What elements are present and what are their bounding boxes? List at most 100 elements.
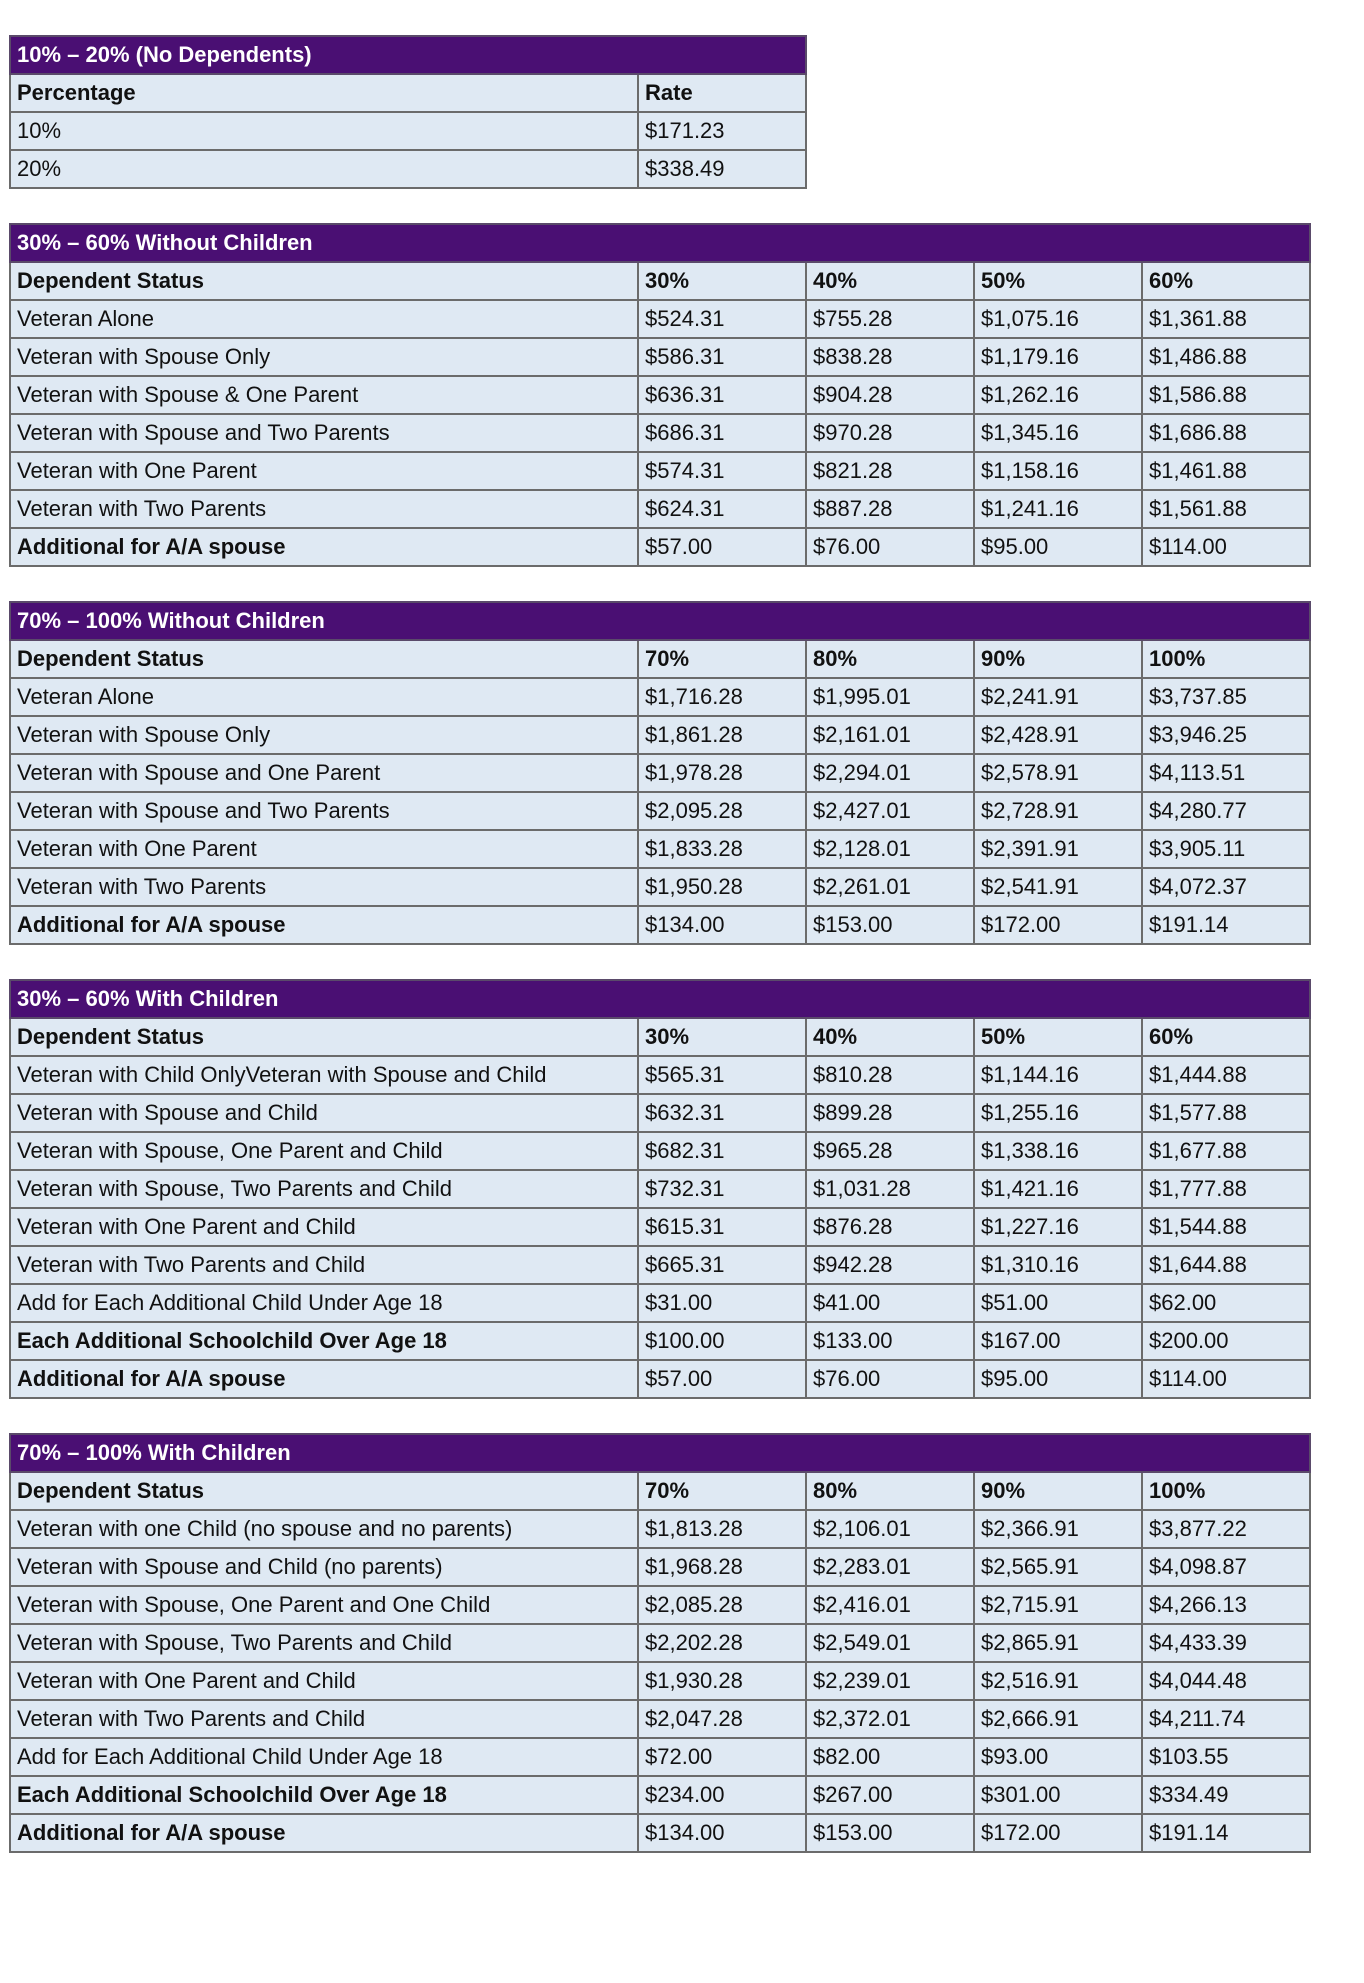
rate-cell: $1,677.88 (1141, 1131, 1311, 1171)
rate-cell: $942.28 (805, 1245, 975, 1285)
rate-cell: $2,047.28 (637, 1699, 807, 1739)
column-header: Percentage (9, 73, 639, 113)
table-title-row: 30% – 60% With Children (9, 979, 1311, 1019)
table-row: Add for Each Additional Child Under Age … (9, 1283, 1311, 1323)
column-header: Dependent Status (9, 639, 639, 679)
rate-cell: $1,978.28 (637, 753, 807, 793)
rate-cell: $191.14 (1141, 905, 1311, 945)
table-row: Veteran with Spouse and Two Parents $2,09… (9, 791, 1311, 831)
table-row: Add for Each Additional Child Under Age … (9, 1737, 1311, 1777)
table-title-row: 70% – 100% With Children (9, 1433, 1311, 1473)
rate-cell: $876.28 (805, 1207, 975, 1247)
rate-cell: $1,716.28 (637, 677, 807, 717)
rate-cell: $524.31 (637, 299, 807, 339)
row-label: Veteran with Spouse and Child (9, 1093, 639, 1133)
rate-cell: $1,144.16 (973, 1055, 1143, 1095)
rate-cell: $2,428.91 (973, 715, 1143, 755)
rate-cell: $1,158.16 (973, 451, 1143, 491)
table-row: Veteran with Two Parents $624.31 $887.28 $1… (9, 489, 1311, 529)
rate-cell: $755.28 (805, 299, 975, 339)
rate-cell: $95.00 (973, 1359, 1143, 1399)
rate-cell: $4,072.37 (1141, 867, 1311, 907)
rate-cell: $31.00 (637, 1283, 807, 1323)
rate-cell: $887.28 (805, 489, 975, 529)
column-header: 80% (805, 1471, 975, 1511)
rate-cell: $1,075.16 (973, 299, 1143, 339)
row-label: Veteran with Two Parents and Child (9, 1245, 639, 1285)
table-header-row: Dependent Status 30% 40% 50% 60% (9, 1017, 1311, 1057)
rate-cell: $1,421.16 (973, 1169, 1143, 1209)
rate-cell: $3,905.11 (1141, 829, 1311, 869)
rate-cell: $1,968.28 (637, 1547, 807, 1587)
rate-cell: $821.28 (805, 451, 975, 491)
row-label: 20% (9, 149, 639, 189)
row-label: Veteran with One Parent and Child (9, 1661, 639, 1701)
rate-table: 30% – 60% With Children Dependent Status 3… (9, 979, 1311, 1399)
rate-tables: 10% – 20% (No Dependents) Percentage Rate 1… (9, 35, 1311, 1887)
rate-cell: $574.31 (637, 451, 807, 491)
rate-cell: $1,444.88 (1141, 1055, 1311, 1095)
rate-table: 70% – 100% With Children Dependent Status… (9, 1433, 1311, 1853)
rate-cell: $76.00 (805, 527, 975, 567)
row-label: Veteran with One Parent (9, 829, 639, 869)
table-row: Veteran with Spouse, One Parent and One … (9, 1585, 1311, 1625)
rate-cell: $2,294.01 (805, 753, 975, 793)
table-row: Additional for A/A spouse $134.00 $153.00 $… (9, 905, 1311, 945)
row-label: Veteran Alone (9, 299, 639, 339)
column-header: 100% (1141, 639, 1311, 679)
rate-cell: $301.00 (973, 1775, 1143, 1815)
rate-cell: $114.00 (1141, 527, 1311, 567)
table-row: Veteran with Spouse & One Parent $636.31 $… (9, 375, 1311, 415)
rate-cell: $2,565.91 (973, 1547, 1143, 1587)
rate-cell: $51.00 (973, 1283, 1143, 1323)
rate-cell: $1,461.88 (1141, 451, 1311, 491)
rate-cell: $76.00 (805, 1359, 975, 1399)
table-row: Veteran with Spouse and One Parent $1,978… (9, 753, 1311, 793)
rate-cell: $338.49 (637, 149, 807, 189)
rate-cell: $1,544.88 (1141, 1207, 1311, 1247)
table-title-row: 70% – 100% Without Children (9, 601, 1311, 641)
rate-cell: $1,241.16 (973, 489, 1143, 529)
row-label: Veteran with one Child (no spouse and no… (9, 1509, 639, 1549)
table-row: Veteran with One Parent $574.31 $821.28 $1,… (9, 451, 1311, 491)
rate-cell: $3,737.85 (1141, 677, 1311, 717)
rate-cell: $1,813.28 (637, 1509, 807, 1549)
rate-cell: $2,715.91 (973, 1585, 1143, 1625)
row-label: Veteran with Spouse and Child (no parent… (9, 1547, 639, 1587)
column-header: 90% (973, 1471, 1143, 1511)
rate-cell: $93.00 (973, 1737, 1143, 1777)
rate-cell: $2,128.01 (805, 829, 975, 869)
rate-cell: $2,541.91 (973, 867, 1143, 907)
table-row: Veteran with Spouse Only $1,861.28 $2,161.… (9, 715, 1311, 755)
row-label: Additional for A/A spouse (9, 1813, 639, 1853)
table-row: Additional for A/A spouse $57.00 $76.00 $95… (9, 527, 1311, 567)
rate-cell: $665.31 (637, 1245, 807, 1285)
rate-cell: $134.00 (637, 1813, 807, 1853)
rate-cell: $334.49 (1141, 1775, 1311, 1815)
row-label: Veteran with Spouse, One Parent and Chil… (9, 1131, 639, 1171)
row-label: Veteran with Two Parents (9, 867, 639, 907)
column-header: Rate (637, 73, 807, 113)
rate-cell: $1,179.16 (973, 337, 1143, 377)
rate-cell: $267.00 (805, 1775, 975, 1815)
row-label: Veteran with Spouse and One Parent (9, 753, 639, 793)
rate-cell: $636.31 (637, 375, 807, 415)
rate-table: 70% – 100% Without Children Dependent Sta… (9, 601, 1311, 945)
table-row: Veteran with Spouse, Two Parents and Chi… (9, 1169, 1311, 1209)
rate-cell: $2,666.91 (973, 1699, 1143, 1739)
rate-cell: $1,995.01 (805, 677, 975, 717)
row-label: Veteran Alone (9, 677, 639, 717)
rate-cell: $100.00 (637, 1321, 807, 1361)
row-label: Veteran with Two Parents (9, 489, 639, 529)
rate-cell: $1,950.28 (637, 867, 807, 907)
rate-cell: $2,261.01 (805, 867, 975, 907)
column-header: 40% (805, 1017, 975, 1057)
rate-cell: $2,085.28 (637, 1585, 807, 1625)
rate-cell: $970.28 (805, 413, 975, 453)
row-label: Veteran with Spouse, One Parent and One … (9, 1585, 639, 1625)
table-row: Veteran with Spouse, One Parent and Chil… (9, 1131, 1311, 1171)
table-header-row: Percentage Rate (9, 73, 807, 113)
table-row: 20% $338.49 (9, 149, 807, 189)
row-label: Veteran with Two Parents and Child (9, 1699, 639, 1739)
table-row: Veteran with One Parent $1,833.28 $2,128.0… (9, 829, 1311, 869)
